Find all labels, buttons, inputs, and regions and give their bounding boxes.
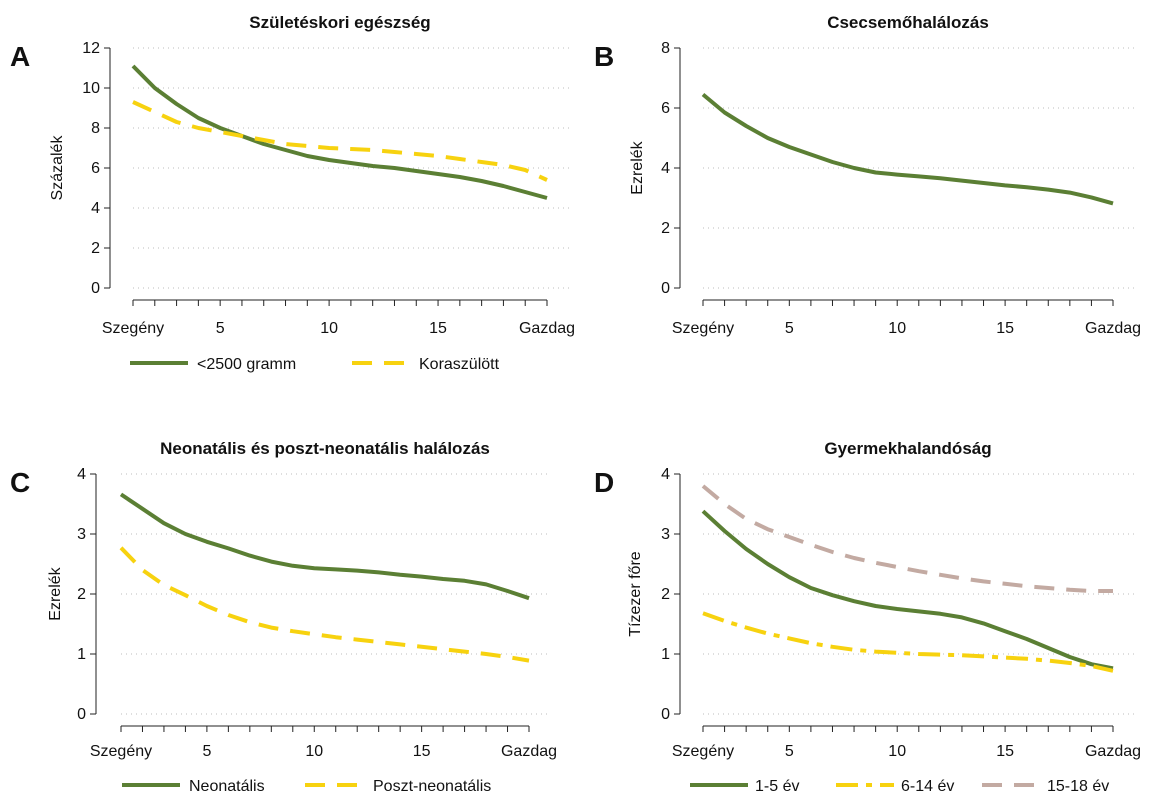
y-tick-label: 2 (661, 220, 670, 237)
legend: Neonatális Poszt-neonatális (122, 778, 491, 795)
y-tick-label: 4 (661, 160, 670, 177)
y-tick-label: 1 (661, 646, 670, 663)
series-line-1 (119, 492, 530, 601)
y-tick-label: 4 (661, 466, 670, 483)
y-tick-label: 3 (661, 526, 670, 543)
series-line-2 (132, 100, 548, 182)
x-tick-label: 15 (429, 320, 447, 337)
y-tick-label: 10 (82, 80, 100, 97)
legend: <2500 gramm Koraszülött (130, 356, 500, 373)
legend-label: Koraszülött (419, 356, 500, 373)
y-tick-label: 8 (661, 40, 670, 57)
x-tick-label: 15 (996, 743, 1014, 760)
y-tick-label: 4 (91, 200, 100, 217)
panel-d: D Gyermekhalandóság Tízezer főre 0 1 2 3 4 Szegé… (594, 439, 1141, 795)
chart-title: Gyermekhalandóság (824, 439, 991, 458)
x-tick-label: 10 (305, 743, 323, 760)
panel-letter: A (10, 41, 30, 72)
y-tick-label: 0 (661, 706, 670, 723)
x-tick-label: Gazdag (1085, 743, 1141, 760)
x-tick-label: 15 (996, 320, 1014, 337)
y-tick-label: 2 (77, 586, 86, 603)
series-line-2 (119, 546, 530, 663)
y-tick-label: 4 (77, 466, 86, 483)
y-tick-label: 0 (77, 706, 86, 723)
panel-c: C Neonatális és poszt-neonatális halálozá… (10, 439, 557, 795)
x-tick-label: 10 (888, 320, 906, 337)
y-axis-label: Százalék (49, 135, 66, 201)
x-tick-label: Szegény (102, 320, 164, 337)
legend-label: Poszt-neonatális (373, 778, 491, 795)
panel-b: B Csecsemőhalálozás Ezrelék 0 2 4 6 8 Szegény 5 10… (594, 13, 1141, 337)
x-tick-label: 5 (216, 320, 225, 337)
panel-letter: B (594, 41, 614, 72)
series-line-2 (702, 611, 1114, 673)
x-tick-label: Szegény (672, 743, 734, 760)
y-tick-label: 1 (77, 646, 86, 663)
legend-label: <2500 gramm (197, 356, 296, 373)
panel-letter: D (594, 467, 614, 498)
legend-label: 1-5 év (755, 778, 799, 795)
y-tick-label: 6 (91, 160, 100, 177)
legend-label: 15-18 év (1047, 778, 1109, 795)
y-tick-label: 3 (77, 526, 86, 543)
x-tick-label: 15 (413, 743, 431, 760)
series-line-3 (701, 484, 1113, 593)
series-line-1 (131, 64, 548, 200)
legend-label: 6-14 év (901, 778, 954, 795)
legend: 1-5 év 6-14 év 15-18 év (690, 778, 1109, 795)
x-tick-label: Gazdag (1085, 320, 1141, 337)
panel-a: A Születéskori egészség Százalék 0 2 4 6 8 10 12 S… (10, 13, 575, 373)
y-tick-label: 2 (91, 240, 100, 257)
y-tick-label: 8 (91, 120, 100, 137)
y-tick-label: 0 (661, 280, 670, 297)
x-tick-label: Gazdag (519, 320, 575, 337)
x-tick-label: 5 (785, 320, 794, 337)
panel-letter: C (10, 467, 30, 498)
series-line-1 (701, 92, 1114, 206)
y-tick-label: 12 (82, 40, 100, 57)
x-tick-label: Gazdag (501, 743, 557, 760)
x-tick-label: Szegény (672, 320, 734, 337)
y-axis-label: Tízezer főre (627, 551, 644, 636)
x-tick-label: 5 (202, 743, 211, 760)
x-tick-label: 10 (320, 320, 338, 337)
chart-title: Születéskori egészség (249, 13, 430, 32)
series-line-1 (701, 509, 1114, 671)
chart-title: Neonatális és poszt-neonatális halálozás (160, 439, 490, 458)
chart-title: Csecsemőhalálozás (827, 13, 989, 32)
y-axis-label: Ezrelék (629, 140, 646, 194)
x-tick-label: 10 (888, 743, 906, 760)
y-tick-label: 2 (661, 586, 670, 603)
legend-label: Neonatális (189, 778, 265, 795)
y-tick-label: 6 (661, 100, 670, 117)
y-axis-label: Ezrelék (47, 566, 64, 620)
x-tick-label: 5 (785, 743, 794, 760)
x-tick-label: Szegény (90, 743, 152, 760)
y-tick-label: 0 (91, 280, 100, 297)
